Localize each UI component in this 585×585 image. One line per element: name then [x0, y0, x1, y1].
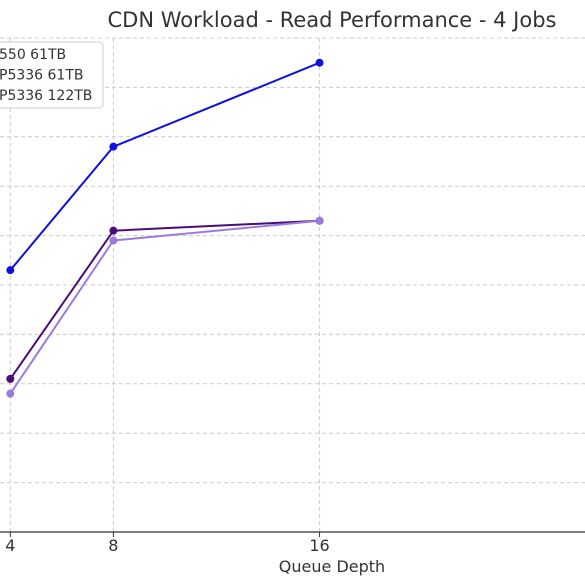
series-line-2	[9, 219, 320, 395]
legend-box	[0, 41, 104, 109]
data-point-0-0	[6, 266, 15, 275]
data-point-0-1	[109, 142, 118, 151]
legend-entry-2: P5336 122TB	[0, 88, 92, 104]
series-line-1	[9, 219, 320, 380]
x-axis-label: Queue Depth	[279, 557, 385, 576]
x-tick-label-0: 4	[5, 536, 15, 555]
series-layer	[6, 58, 324, 398]
x-ticks: 4 8 16	[5, 532, 330, 555]
data-point-2-0	[6, 389, 15, 398]
chart-title: CDN Workload - Read Performance - 4 Jobs	[108, 8, 557, 32]
x-tick-label-1: 8	[108, 536, 118, 555]
x-tick-label-2: 16	[309, 536, 329, 555]
legend-entry-1: P5336 61TB	[0, 68, 84, 84]
legend: 550 61TB P5336 61TB P5336 122TB	[0, 41, 104, 109]
legend-entry-0: 550 61TB	[0, 47, 66, 63]
data-point-0-2	[315, 58, 324, 67]
data-point-1-0	[6, 374, 15, 383]
data-point-1-1	[109, 226, 118, 235]
grid-lines	[0, 37, 585, 532]
data-point-2-1	[109, 236, 118, 245]
data-point-2-2	[315, 216, 324, 225]
